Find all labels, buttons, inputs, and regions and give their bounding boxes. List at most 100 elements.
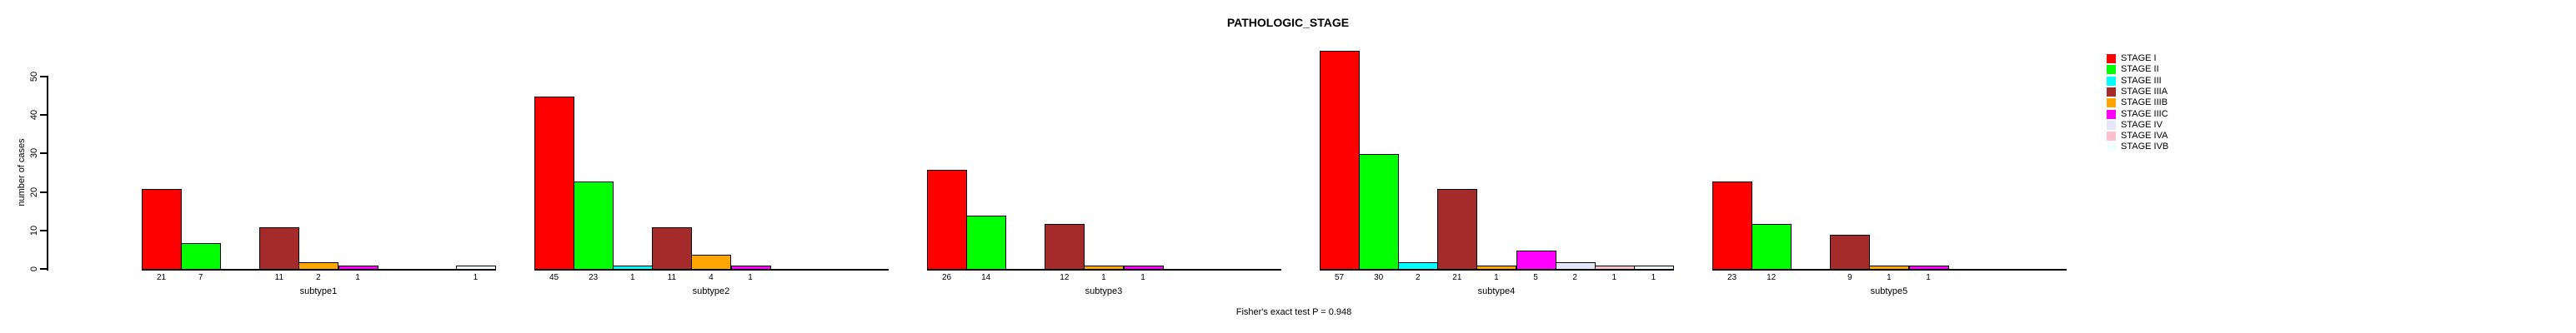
legend-label: STAGE II xyxy=(2121,64,2159,75)
bar-value-label: 2 xyxy=(1415,273,1421,282)
y-axis-label: number of cases xyxy=(17,138,27,206)
y-axis-tick xyxy=(40,114,47,117)
y-axis-tick xyxy=(40,268,47,270)
bar-value-label: 1 xyxy=(1651,273,1656,282)
bar-subtype2-stage-i xyxy=(534,97,575,270)
bar-value-label: 45 xyxy=(549,273,559,282)
bar-value-label: 21 xyxy=(1452,273,1462,282)
x-axis-baseline xyxy=(1320,269,1674,271)
bar-value-label: 14 xyxy=(981,273,991,282)
bar-subtype4-stage-iv xyxy=(1555,261,1596,270)
bar-subtype2-stage-ii xyxy=(574,181,614,270)
bar-subtype1-stage-ii xyxy=(181,242,222,270)
legend-label: STAGE IVA xyxy=(2121,131,2168,142)
bar-subtype1-stage-i xyxy=(142,188,183,270)
bar-subtype3-stage-iiib xyxy=(1084,266,1125,270)
bar-value-label: 1 xyxy=(1101,273,1106,282)
legend-swatch-stage-iv xyxy=(2107,120,2116,130)
bar-subtype5-stage-iiib xyxy=(1869,266,1910,270)
legend-swatch-stage-iiic xyxy=(2107,109,2116,119)
bar-value-label: 7 xyxy=(198,273,203,282)
stat-annotation: Fisher's exact test P = 0.948 xyxy=(1235,307,1352,317)
group-label-subtype1: subtype1 xyxy=(299,286,338,296)
bar-value-label: 26 xyxy=(941,273,952,282)
bar-subtype4-stage-iiia xyxy=(1437,188,1478,270)
bar-value-label: 1 xyxy=(748,273,753,282)
bar-value-label: 11 xyxy=(667,273,677,282)
bar-subtype4-stage-i xyxy=(1320,50,1361,270)
y-tick-label: 0 xyxy=(29,266,39,272)
legend-label: STAGE IIIB xyxy=(2121,97,2168,108)
bar-subtype5-stage-ii xyxy=(1752,223,1792,270)
bar-subtype4-stage-iva xyxy=(1594,266,1635,270)
legend-row-stage-iva: STAGE IVA xyxy=(2107,131,2168,142)
bar-subtype3-stage-ii xyxy=(966,216,1007,270)
legend-row-stage-iiib: STAGE IIIB xyxy=(2107,97,2168,108)
bar-subtype2-stage-iii xyxy=(613,266,654,270)
bar-subtype1-stage-ivb xyxy=(455,266,496,270)
legend-swatch-stage-i xyxy=(2107,54,2116,63)
bar-subtype1-stage-iiib xyxy=(298,261,339,270)
bar-value-label: 9 xyxy=(1847,273,1852,282)
bar-value-label: 5 xyxy=(1533,273,1538,282)
y-tick-label: 40 xyxy=(29,110,39,121)
y-tick-label: 20 xyxy=(29,186,39,197)
group-label-subtype5: subtype5 xyxy=(1870,286,1908,296)
y-tick-label: 30 xyxy=(29,148,39,159)
y-tick-label: 50 xyxy=(29,71,39,82)
bar-value-label: 1 xyxy=(1494,273,1499,282)
legend-label: STAGE IVB xyxy=(2121,142,2169,152)
bar-subtype2-stage-iiib xyxy=(691,254,732,270)
chart-title: PATHOLOGIC_STAGE xyxy=(1226,16,1350,29)
bar-value-label: 1 xyxy=(1611,273,1617,282)
bar-value-label: 11 xyxy=(274,273,284,282)
x-axis-baseline xyxy=(142,269,496,271)
legend-swatch-stage-iva xyxy=(2107,132,2116,142)
bar-subtype3-stage-iiia xyxy=(1045,223,1085,270)
bar-value-label: 30 xyxy=(1374,273,1384,282)
legend-row-stage-i: STAGE I xyxy=(2107,53,2157,64)
bar-subtype4-stage-ii xyxy=(1359,154,1400,270)
legend-row-stage-iiic: STAGE IIIC xyxy=(2107,109,2168,120)
x-axis-baseline xyxy=(927,269,1281,271)
legend-swatch-stage-ivb xyxy=(2107,142,2116,152)
bar-value-label: 2 xyxy=(316,273,321,282)
y-axis-tick xyxy=(40,191,47,193)
bar-value-label: 23 xyxy=(1727,273,1737,282)
bar-value-label: 1 xyxy=(1926,273,1931,282)
legend-label: STAGE I xyxy=(2121,53,2157,63)
bar-subtype2-stage-iiic xyxy=(730,266,771,270)
bar-value-label: 1 xyxy=(1140,273,1145,282)
bar-subtype2-stage-iiia xyxy=(652,227,693,270)
legend-row-stage-iiia: STAGE IIIA xyxy=(2107,87,2168,97)
legend-label: STAGE IV xyxy=(2121,119,2163,130)
y-axis-tick xyxy=(40,229,47,231)
legend-swatch-stage-iiib xyxy=(2107,98,2116,108)
legend-row-stage-ivb: STAGE IVB xyxy=(2107,142,2168,152)
bar-value-label: 57 xyxy=(1334,273,1345,282)
bar-subtype1-stage-iiia xyxy=(259,227,300,270)
y-tick-label: 10 xyxy=(29,225,39,236)
bar-subtype4-stage-iiic xyxy=(1516,250,1556,270)
bar-subtype5-stage-iiic xyxy=(1908,266,1949,270)
bar-value-label: 12 xyxy=(1767,273,1777,282)
bar-value-label: 12 xyxy=(1060,273,1070,282)
bar-subtype4-stage-ivb xyxy=(1633,266,1674,270)
legend-swatch-stage-iiia xyxy=(2107,87,2116,97)
bar-subtype4-stage-iiib xyxy=(1476,266,1517,270)
y-axis-tick xyxy=(40,76,47,77)
legend-row-stage-iv: STAGE IV xyxy=(2107,120,2163,131)
bar-value-label: 2 xyxy=(1572,273,1577,282)
bar-subtype4-stage-iii xyxy=(1398,261,1439,270)
bar-value-label: 23 xyxy=(589,273,599,282)
bar-value-label: 1 xyxy=(629,273,635,282)
legend-swatch-stage-ii xyxy=(2107,65,2116,75)
bar-value-label: 4 xyxy=(709,273,714,282)
bar-subtype5-stage-i xyxy=(1712,181,1753,270)
bar-subtype3-stage-i xyxy=(927,169,968,270)
legend-row-stage-ii: STAGE II xyxy=(2107,64,2159,75)
bar-subtype5-stage-iiia xyxy=(1830,235,1871,270)
group-label-subtype4: subtype4 xyxy=(1477,286,1516,296)
legend-swatch-stage-iii xyxy=(2107,76,2116,86)
